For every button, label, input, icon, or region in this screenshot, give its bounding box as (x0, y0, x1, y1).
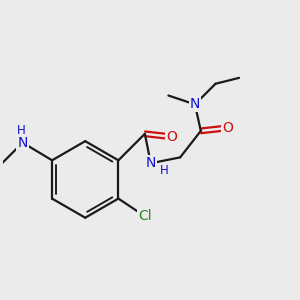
Text: H: H (160, 164, 168, 177)
Text: H: H (17, 124, 26, 137)
Text: O: O (222, 121, 233, 135)
Text: N: N (146, 156, 156, 170)
Text: Cl: Cl (138, 209, 152, 223)
Text: O: O (166, 130, 177, 144)
Text: N: N (190, 98, 200, 111)
Text: N: N (17, 136, 28, 150)
